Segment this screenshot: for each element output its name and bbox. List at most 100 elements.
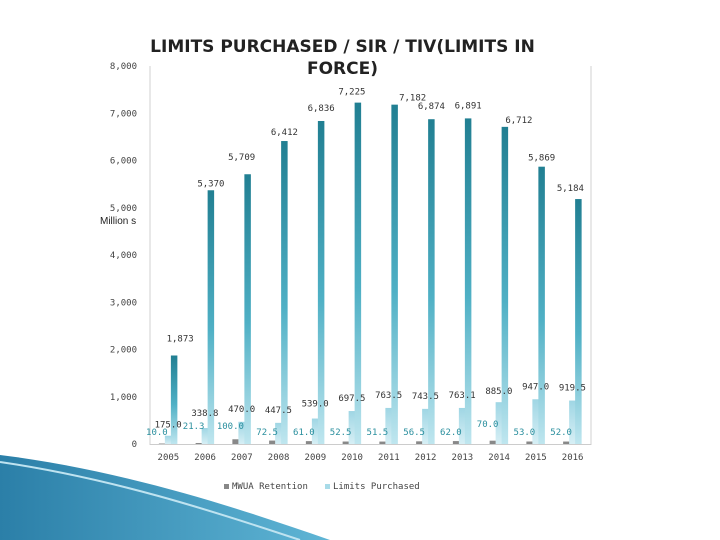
bar-sir-tiv (207, 190, 215, 444)
legend-swatch-limits (325, 484, 330, 489)
bar-limits-purchased (495, 402, 503, 444)
data-label-sir-tiv: 6,836 (308, 104, 335, 114)
data-label-limits-purchased: 539.0 (302, 400, 329, 410)
legend-item-retention: MWUA Retention (224, 482, 308, 492)
bar-sir-tiv (464, 118, 472, 444)
bar-retention (379, 441, 386, 444)
data-label-sir-tiv: 6,891 (455, 101, 482, 111)
data-label-retention: 10.0 (146, 428, 168, 438)
x-tick-label: 2012 (415, 453, 437, 463)
bar-retention (563, 441, 570, 444)
data-label-retention: 53.0 (514, 428, 536, 438)
bar-retention (489, 440, 497, 444)
y-tick-label: 2,000 (110, 346, 137, 356)
bar-limits-purchased (348, 411, 356, 444)
bar-retention (305, 441, 313, 444)
legend-swatch-retention (224, 484, 229, 489)
x-tick-label: 2008 (268, 453, 290, 463)
x-tick-label: 2013 (452, 453, 474, 463)
x-tick-label: 2016 (562, 453, 584, 463)
x-tick-label: 2007 (231, 453, 253, 463)
bar-limits-purchased (164, 435, 172, 444)
data-label-retention: 51.5 (367, 428, 389, 438)
bar-retention (342, 441, 350, 444)
chart-title: LIMITS PURCHASED / SIR / TIV(LIMITS IN F… (150, 37, 535, 79)
data-label-limits-purchased: 919.5 (559, 384, 586, 394)
bar-sir-tiv (354, 102, 362, 445)
data-label-limits-purchased: 743.5 (412, 392, 439, 402)
bar-retention (452, 441, 460, 444)
bar-sir-tiv (170, 355, 178, 444)
data-label-sir-tiv: 5,370 (197, 179, 224, 189)
data-label-sir-tiv: 5,184 (557, 184, 584, 194)
legend-label-retention: MWUA Retention (232, 482, 308, 492)
y-axis-label: Million s (100, 216, 137, 227)
bar-sir-tiv (281, 141, 288, 444)
bar-limits-purchased (422, 408, 429, 444)
bar-sir-tiv (317, 120, 325, 445)
data-label-limits-purchased: 697.5 (338, 394, 365, 404)
x-tick-label: 2011 (378, 453, 400, 463)
bar-sir-tiv (538, 166, 545, 444)
bar-limits-purchased (458, 407, 466, 444)
bar-retention (269, 440, 276, 444)
data-label-limits-purchased: 175.0 (155, 421, 182, 431)
data-label-retention: 70.0 (477, 420, 499, 430)
data-label-limits-purchased: 470.0 (228, 405, 255, 415)
y-tick-label: 3,000 (110, 298, 137, 308)
data-label-retention: 21.3 (183, 422, 205, 432)
data-label-sir-tiv: 5,869 (528, 154, 555, 164)
y-tick-label: 8,000 (110, 62, 137, 72)
data-label-retention: 100.0 (217, 422, 244, 432)
y-axis-ticks: 0 1,000 2,000 3,000 4,000 5,000 6,000 7,000 8,00… (110, 62, 137, 450)
y-tick-label: 4,000 (110, 251, 137, 261)
x-tick-label: 2010 (341, 453, 363, 463)
x-axis-ticks: 2005 2006 2007 2008 2009 2010 2011 2012 2013 2014… (158, 453, 584, 463)
y-tick-label: 0 (132, 440, 137, 450)
bar-sir-tiv (575, 199, 582, 444)
bar-sir-tiv (244, 174, 251, 444)
data-label-limits-purchased: 763.1 (449, 391, 476, 401)
bar-sir-tiv (501, 126, 509, 444)
x-tick-label: 2005 (158, 453, 180, 463)
data-label-sir-tiv: 6,874 (418, 102, 445, 112)
data-label-retention: 52.0 (550, 428, 572, 438)
data-label-limits-purchased: 338.8 (191, 409, 218, 419)
data-label-sir-tiv: 5,709 (228, 153, 255, 163)
bar-retention (526, 441, 533, 444)
bar-retention (416, 441, 423, 444)
legend-label-limits: Limits Purchased (333, 482, 420, 492)
bar-limits-purchased (238, 421, 245, 444)
data-label-limits-purchased: 885.0 (485, 387, 512, 397)
data-label-limits-purchased: 447.5 (265, 406, 292, 416)
bar-limits-purchased (385, 407, 392, 444)
bar-retention (195, 442, 203, 444)
bar-limits-purchased (569, 400, 576, 444)
data-label-retention: 62.0 (440, 428, 462, 438)
data-label-retention: 72.5 (256, 428, 278, 438)
x-tick-label: 2015 (525, 453, 547, 463)
y-tick-label: 5,000 (110, 204, 137, 214)
data-label-retention: 56.5 (403, 428, 425, 438)
x-tick-label: 2006 (194, 453, 216, 463)
bar-limits-purchased (311, 418, 319, 444)
bar-sir-tiv (428, 119, 435, 445)
bar-sir-tiv (391, 104, 398, 444)
bar-retention (232, 439, 239, 444)
bar-limits-purchased (275, 422, 282, 444)
data-labels: 1,873 175.010.0 5,370 338.8 21.3 5,709 470.0 10… (146, 88, 586, 438)
data-label-sir-tiv: 6,712 (505, 116, 532, 126)
data-label-sir-tiv: 1,873 (167, 335, 194, 345)
bar-limits-purchased (532, 399, 539, 444)
y-tick-label: 1,000 (110, 393, 137, 403)
bar-limits-purchased (201, 427, 209, 444)
legend-item-limits: Limits Purchased (325, 482, 420, 492)
data-label-limits-purchased: 763.5 (375, 391, 402, 401)
x-tick-label: 2014 (488, 453, 510, 463)
x-tick-label: 2009 (305, 453, 327, 463)
y-tick-label: 6,000 (110, 157, 137, 167)
data-label-sir-tiv: 6,412 (271, 128, 298, 138)
data-label-retention: 61.0 (293, 428, 315, 438)
data-label-sir-tiv: 7,225 (338, 88, 365, 98)
